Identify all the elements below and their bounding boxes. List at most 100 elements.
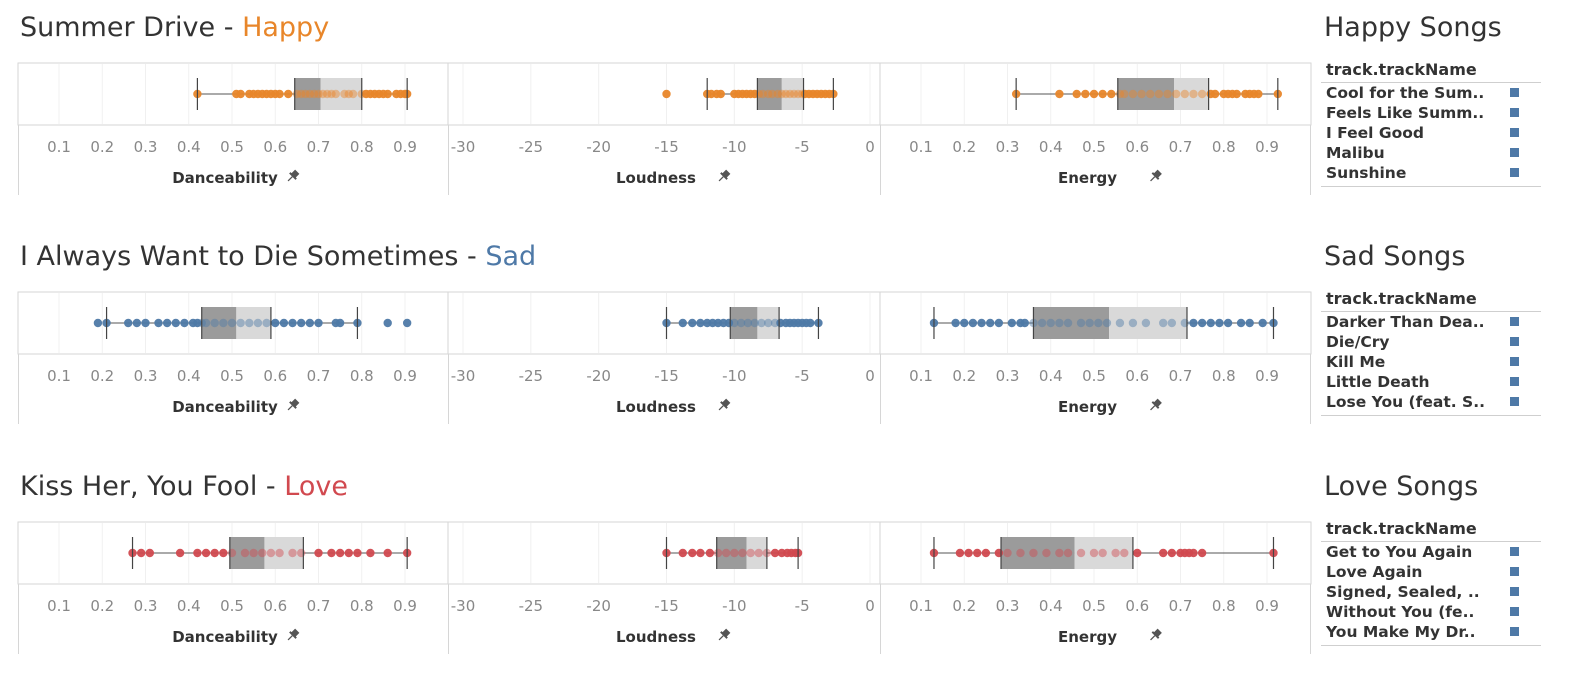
legend-divider — [1321, 186, 1541, 187]
data-point — [1245, 318, 1254, 328]
data-point — [724, 318, 734, 328]
panel-energy: 0.1 0.2 0.3 0.4 0.5 0.6 0.7 0.8 0.9 Energy — [879, 291, 1312, 424]
data-point — [383, 318, 392, 328]
legend-item-label: Die/Cry — [1326, 333, 1390, 351]
data-point — [770, 548, 780, 558]
data-point — [219, 548, 228, 558]
tick-label: -10 — [722, 597, 747, 615]
data-point — [754, 548, 763, 558]
legend-title: Sad Songs — [1324, 241, 1466, 272]
data-point — [688, 318, 697, 328]
data-point — [1167, 318, 1177, 328]
data-point — [1111, 548, 1120, 558]
happy-boxplot-chart[interactable]: 0.1 0.2 0.3 0.4 0.5 0.6 0.7 0.8 0.9 Danceability -… — [0, 0, 1315, 230]
tick-label: 0.8 — [350, 367, 374, 385]
data-point — [279, 318, 289, 328]
data-point — [132, 318, 142, 328]
panel-energy: 0.1 0.2 0.3 0.4 0.5 0.6 0.7 0.8 0.9 Energy — [879, 62, 1312, 195]
legend-item[interactable]: Die/Cry — [1326, 333, 1536, 353]
data-point — [353, 548, 362, 558]
mood-label: Happy — [242, 12, 330, 43]
tick-label: 0.9 — [1255, 367, 1279, 385]
legend-item[interactable]: Signed, Sealed, .. — [1326, 583, 1536, 603]
tick-label: -25 — [519, 367, 544, 385]
data-point — [366, 548, 375, 558]
panel-loudness: -30 -25 -20 -15 -10 -5 0 Loudness — [447, 62, 881, 195]
tick-label: 0.4 — [177, 367, 201, 385]
data-point — [1003, 548, 1012, 558]
tick-label: -20 — [586, 138, 611, 156]
legend-swatch — [1510, 567, 1519, 576]
legend-item[interactable]: Love Again — [1326, 563, 1536, 583]
data-point — [806, 318, 815, 328]
tick-label: 0.2 — [952, 597, 976, 615]
legend-item-label: Kill Me — [1326, 353, 1386, 371]
data-point — [1215, 318, 1224, 328]
legend-item[interactable]: Little Death — [1326, 373, 1536, 393]
data-point — [1120, 548, 1129, 558]
data-point — [210, 318, 219, 328]
pin-needle — [718, 176, 724, 182]
pin-needle — [287, 635, 293, 641]
title-separator: - — [257, 471, 285, 502]
legend-swatch — [1510, 397, 1519, 406]
axis-title: Danceability — [172, 169, 278, 187]
legend-item-label: Get to You Again — [1326, 543, 1473, 561]
tick-label: -30 — [451, 597, 476, 615]
data-point — [754, 89, 763, 99]
data-point — [1128, 89, 1138, 99]
love-boxplot-chart[interactable]: 0.1 0.2 0.3 0.4 0.5 0.6 0.7 0.8 0.9 Danceability -… — [0, 459, 1315, 689]
legend-item[interactable]: Sunshine — [1326, 164, 1536, 184]
tick-label: 0.6 — [263, 597, 287, 615]
data-point — [193, 548, 202, 558]
legend-item[interactable]: Without You (fe.. — [1326, 603, 1536, 623]
data-point — [1055, 89, 1064, 99]
data-point — [266, 548, 276, 558]
tick-label: 0.4 — [177, 138, 201, 156]
legend-swatch — [1510, 607, 1519, 616]
legend-item[interactable]: You Make My Dr.. — [1326, 623, 1536, 643]
legend-item[interactable]: Kill Me — [1326, 353, 1536, 373]
data-point — [305, 89, 315, 99]
data-point — [662, 89, 671, 99]
panel-energy: 0.1 0.2 0.3 0.4 0.5 0.6 0.7 0.8 0.9 Energy — [879, 521, 1312, 654]
legend-title: Happy Songs — [1324, 12, 1502, 43]
data-point — [344, 548, 353, 558]
legend-item[interactable]: I Feel Good — [1326, 124, 1536, 144]
legend-item[interactable]: Feels Like Summ.. — [1326, 104, 1536, 124]
legend-item[interactable]: Cool for the Sum.. — [1326, 84, 1536, 104]
data-point — [240, 548, 250, 558]
data-point — [1189, 318, 1198, 328]
data-point — [743, 318, 753, 328]
data-point — [335, 318, 345, 328]
pin-icon — [1150, 628, 1162, 641]
legend-title: Love Songs — [1324, 471, 1479, 502]
tick-label: -15 — [654, 138, 679, 156]
pin-collar — [1151, 401, 1160, 409]
data-point — [301, 89, 310, 99]
data-point — [1159, 548, 1168, 558]
pin-icon — [1150, 398, 1162, 411]
data-point — [716, 89, 725, 99]
box-upper — [757, 307, 780, 339]
row-title: Summer Drive - Happy — [20, 12, 329, 43]
legend-item-label: Without You (fe.. — [1326, 603, 1475, 621]
pin-needle — [1150, 405, 1156, 411]
legend-item[interactable]: Get to You Again — [1326, 543, 1536, 563]
legend-item[interactable]: Lose You (feat. S.. — [1326, 393, 1536, 413]
legend-item[interactable]: Malibu — [1326, 144, 1536, 164]
tick-label: -30 — [451, 367, 476, 385]
tick-label: 0.5 — [220, 597, 244, 615]
legend-item[interactable]: Darker Than Dea.. — [1326, 313, 1536, 333]
data-point — [1141, 318, 1151, 328]
tick-label: 0.6 — [1125, 597, 1149, 615]
legend-item-label: Cool for the Sum.. — [1326, 84, 1485, 102]
sad-boxplot-chart[interactable]: 0.1 0.2 0.3 0.4 0.5 0.6 0.7 0.8 0.9 Danceability -… — [0, 229, 1315, 459]
data-point — [305, 318, 315, 328]
tick-label: -15 — [654, 367, 679, 385]
pin-icon — [718, 628, 731, 641]
tick-label: 0.1 — [47, 367, 71, 385]
data-point — [1072, 89, 1081, 99]
tick-label: -25 — [519, 138, 544, 156]
box-lower — [757, 78, 782, 110]
